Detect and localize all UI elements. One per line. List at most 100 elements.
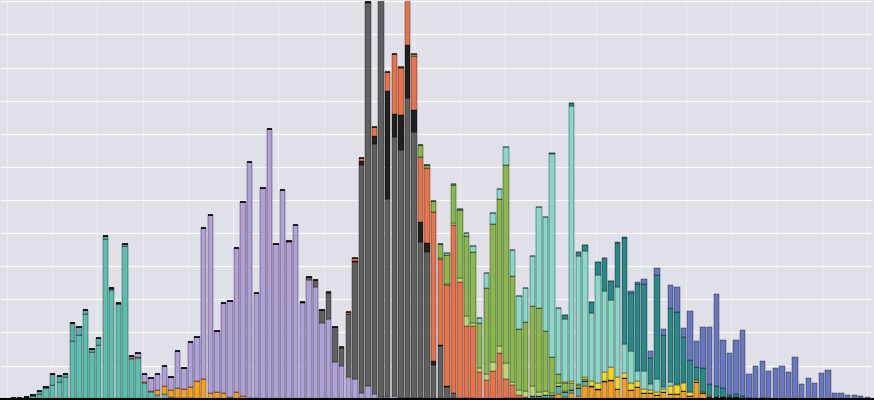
Bar	[490, 362, 496, 371]
Bar	[674, 287, 679, 312]
Bar	[674, 312, 679, 384]
Bar	[621, 372, 627, 378]
Bar	[713, 294, 719, 386]
Bar	[707, 397, 712, 399]
Bar	[195, 381, 200, 398]
Bar	[464, 233, 469, 236]
Bar	[50, 384, 55, 399]
Bar	[864, 397, 870, 399]
Bar	[517, 395, 522, 398]
Bar	[655, 395, 660, 399]
Bar	[247, 398, 253, 399]
Bar	[319, 323, 325, 399]
Bar	[642, 279, 647, 284]
Bar	[628, 291, 634, 293]
Bar	[175, 388, 180, 398]
Bar	[339, 348, 344, 366]
Bar	[496, 353, 502, 398]
Bar	[642, 284, 647, 371]
Bar	[392, 137, 397, 396]
Bar	[543, 218, 548, 331]
Bar	[536, 396, 542, 398]
Bar	[313, 287, 318, 399]
Bar	[517, 296, 522, 329]
Bar	[326, 292, 331, 319]
Bar	[76, 335, 81, 399]
Bar	[385, 198, 391, 397]
Bar	[628, 351, 634, 383]
Bar	[345, 377, 351, 399]
Bar	[260, 188, 266, 398]
Bar	[425, 252, 430, 398]
Bar	[642, 393, 647, 399]
Bar	[530, 386, 535, 396]
Bar	[128, 358, 135, 359]
Bar	[44, 388, 49, 399]
Bar	[536, 398, 542, 399]
Bar	[352, 262, 357, 379]
Bar	[621, 237, 627, 238]
Bar	[523, 288, 529, 322]
Bar	[50, 374, 55, 384]
Bar	[451, 394, 456, 399]
Bar	[392, 114, 397, 137]
Bar	[595, 390, 600, 399]
Bar	[589, 386, 594, 387]
Bar	[576, 396, 581, 399]
Bar	[694, 340, 699, 367]
Bar	[635, 381, 640, 387]
Bar	[621, 238, 627, 344]
Bar	[589, 313, 594, 381]
Bar	[523, 322, 529, 391]
Bar	[503, 147, 509, 165]
Bar	[720, 340, 725, 388]
Bar	[602, 382, 607, 399]
Bar	[786, 372, 791, 399]
Bar	[457, 282, 462, 398]
Bar	[122, 244, 128, 246]
Bar	[372, 136, 378, 144]
Bar	[332, 362, 338, 399]
Bar	[576, 256, 581, 384]
Bar	[399, 115, 404, 150]
Bar	[477, 368, 482, 372]
Bar	[851, 396, 857, 399]
Bar	[628, 390, 634, 399]
Bar	[543, 391, 548, 395]
Bar	[293, 226, 298, 399]
Bar	[280, 190, 285, 399]
Bar	[483, 374, 489, 380]
Bar	[109, 289, 114, 290]
Bar	[451, 184, 456, 185]
Bar	[418, 222, 423, 242]
Bar	[17, 398, 23, 399]
Bar	[628, 383, 634, 390]
Bar	[517, 390, 522, 395]
Bar	[496, 346, 502, 353]
Bar	[595, 382, 600, 388]
Bar	[543, 395, 548, 398]
Bar	[181, 368, 187, 389]
Bar	[438, 258, 443, 259]
Bar	[208, 215, 213, 393]
Bar	[418, 145, 423, 157]
Bar	[490, 371, 496, 398]
Bar	[536, 392, 542, 396]
Bar	[155, 374, 161, 390]
Bar	[642, 371, 647, 389]
Bar	[405, 98, 410, 398]
Bar	[720, 397, 725, 399]
Bar	[556, 374, 561, 383]
Bar	[115, 304, 121, 399]
Bar	[201, 378, 206, 398]
Bar	[464, 398, 469, 399]
Bar	[569, 393, 574, 399]
Bar	[457, 278, 462, 282]
Bar	[227, 397, 232, 399]
Bar	[37, 391, 42, 394]
Bar	[661, 329, 666, 335]
Bar	[306, 280, 311, 399]
Bar	[57, 382, 62, 399]
Bar	[576, 388, 581, 396]
Bar	[76, 327, 81, 335]
